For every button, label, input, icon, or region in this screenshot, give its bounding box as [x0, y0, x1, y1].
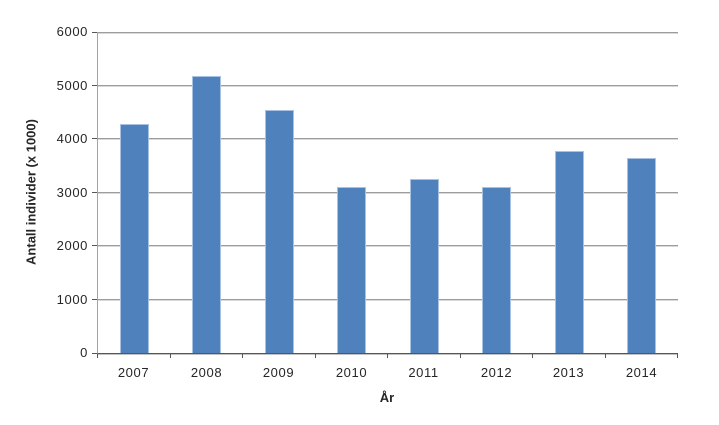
x-boundary-tick-7 — [605, 354, 606, 358]
x-axis-title: År — [379, 390, 395, 405]
x-boundary-tick-8 — [677, 354, 678, 358]
y-tick-label-4000: 4000 — [56, 131, 88, 146]
gridline-2000 — [98, 245, 678, 246]
x-tick-label-2008: 2008 — [190, 365, 223, 380]
y-tick-3000 — [92, 192, 97, 193]
x-boundary-tick-4 — [387, 354, 388, 358]
x-boundary-tick-0 — [97, 354, 98, 358]
gridline-1000 — [98, 299, 678, 300]
y-tick-5000 — [92, 85, 97, 86]
y-tick-label-6000: 6000 — [56, 24, 88, 39]
gridline-6000 — [98, 32, 678, 33]
gridline-4000 — [98, 138, 678, 139]
x-boundary-tick-2 — [242, 354, 243, 358]
y-tick-label-3000: 3000 — [56, 185, 88, 200]
bar-2007 — [120, 124, 149, 353]
y-tick-label-2000: 2000 — [56, 238, 88, 253]
x-tick-label-2011: 2011 — [408, 365, 439, 380]
y-tick-label-0: 0 — [80, 345, 88, 360]
x-tick-label-2014: 2014 — [625, 365, 658, 380]
x-tick-label-2012: 2012 — [480, 365, 513, 380]
x-boundary-tick-1 — [170, 354, 171, 358]
x-tick-label-2007: 2007 — [117, 365, 150, 380]
bar-2008 — [192, 76, 221, 353]
y-tick-label-1000: 1000 — [56, 292, 88, 307]
y-tick-4000 — [92, 138, 97, 139]
bar-2009 — [265, 110, 294, 353]
bar-2011 — [410, 179, 439, 353]
x-tick-label-2013: 2013 — [552, 365, 585, 380]
x-boundary-tick-3 — [315, 354, 316, 358]
plot-area — [97, 32, 678, 354]
bar-2014 — [627, 158, 656, 353]
y-tick-label-5000: 5000 — [56, 78, 88, 93]
bar-2010 — [337, 187, 366, 353]
x-boundary-tick-5 — [460, 354, 461, 358]
x-tick-label-2010: 2010 — [335, 365, 368, 380]
bar-2013 — [555, 151, 584, 353]
y-tick-1000 — [92, 299, 97, 300]
y-tick-2000 — [92, 245, 97, 246]
gridline-5000 — [98, 85, 678, 86]
bar-2012 — [482, 187, 511, 353]
x-boundary-tick-6 — [532, 354, 533, 358]
y-tick-0 — [92, 353, 97, 354]
gridline-3000 — [98, 192, 678, 193]
x-tick-label-2009: 2009 — [262, 365, 295, 380]
y-tick-6000 — [92, 32, 97, 33]
